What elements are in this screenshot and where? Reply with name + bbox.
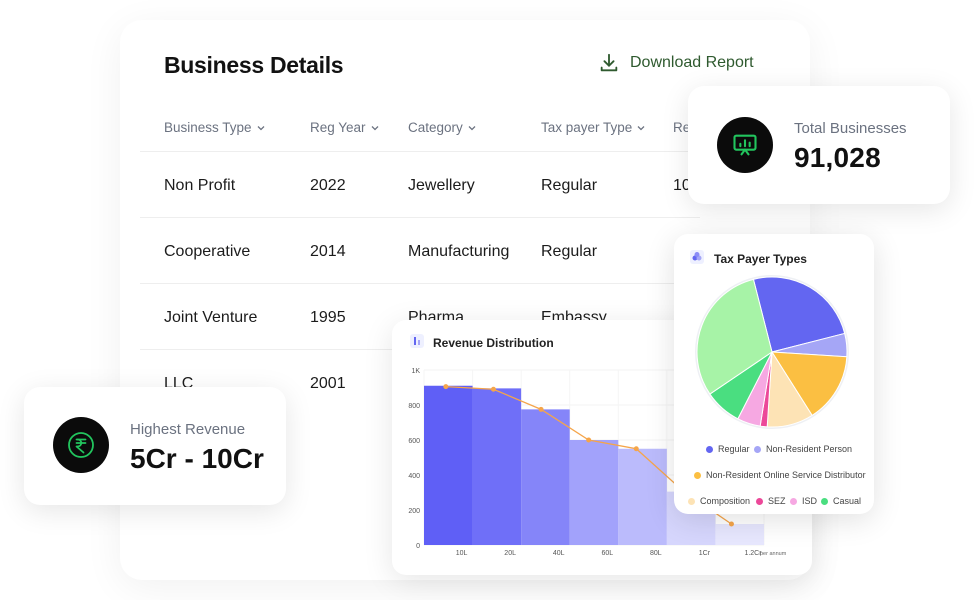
row-divider	[140, 283, 700, 284]
cell-category: Jewellery	[408, 177, 475, 194]
rupee-coin-icon	[53, 417, 109, 473]
bar-chart-icon	[410, 334, 424, 348]
y-tick-label: 0	[416, 543, 420, 550]
pie-slice	[696, 278, 773, 395]
cell-reg-year: 1995	[310, 309, 346, 326]
tax-payer-types-card: Tax Payer Types Regular Non-Resident Per…	[674, 234, 874, 514]
tax-payer-pie	[695, 275, 849, 429]
chevron-down-icon	[371, 125, 379, 130]
revenue-distribution-title: Revenue Distribution	[433, 336, 554, 350]
x-tick-label: 10L	[456, 550, 468, 557]
revenue-bar	[569, 440, 619, 545]
trend-point	[586, 437, 592, 443]
revenue-bar	[618, 448, 667, 545]
cell-reg-year: 2001	[310, 375, 346, 392]
row-divider	[140, 217, 700, 218]
cell-reg-year: 2022	[310, 177, 346, 194]
column-header-tax-payer-type[interactable]: Tax payer Type	[541, 120, 646, 135]
row-divider	[140, 151, 700, 152]
cell-tax-payer-type: Regular	[541, 177, 598, 194]
cell-business-type: Cooperative	[164, 243, 251, 260]
column-header-reg-year[interactable]: Reg Year	[310, 120, 380, 135]
highest-revenue-value: 5Cr - 10Cr	[130, 443, 264, 474]
download-icon	[600, 53, 618, 72]
tax-payer-types-title: Tax Payer Types	[714, 252, 807, 266]
column-header-category[interactable]: Category	[408, 120, 477, 135]
legend-item-non-resident-person: Non-Resident Person	[754, 444, 852, 454]
revenue-bar	[521, 409, 570, 545]
y-tick-label: 1K	[411, 368, 420, 375]
x-tick-label: 20L	[504, 550, 516, 557]
x-tick-label: 60L	[601, 550, 613, 557]
x-unit-label: per annum	[760, 551, 787, 557]
legend-item-composition: Composition	[688, 496, 750, 506]
x-tick-label: 40L	[553, 550, 565, 557]
y-tick-label: 400	[408, 473, 420, 480]
cell-tax-payer-type: Regular	[541, 243, 598, 260]
revenue-bar	[424, 385, 473, 545]
column-header-business-type[interactable]: Business Type	[164, 120, 266, 135]
presentation-chart-icon	[717, 117, 773, 173]
total-businesses-card: Total Businesses 91,028	[688, 86, 950, 204]
pie-slice	[771, 351, 848, 417]
cell-business-type: Joint Venture	[164, 309, 258, 326]
y-tick-label: 800	[408, 403, 420, 410]
column-header-revenue[interactable]: Re	[673, 120, 691, 135]
chevron-down-icon	[468, 125, 476, 130]
y-tick-label: 600	[408, 438, 420, 445]
revenue-bar	[715, 524, 764, 545]
trend-point	[728, 521, 734, 527]
x-tick-label: 1.2Cr	[744, 550, 762, 557]
pie-chart-icon	[690, 250, 704, 264]
chevron-down-icon	[257, 125, 265, 130]
chevron-down-icon	[637, 125, 645, 130]
trend-point	[443, 384, 449, 390]
trend-point	[538, 406, 544, 412]
legend-item-non-resident-online: Non-Resident Online Service Distributor	[694, 470, 866, 480]
highest-revenue-label: Highest Revenue	[130, 421, 246, 438]
total-businesses-label: Total Businesses	[794, 120, 907, 137]
legend-item-isd: ISD	[790, 496, 817, 506]
download-report-button[interactable]: Download Report	[598, 52, 754, 74]
cell-category: Manufacturing	[408, 243, 510, 260]
total-businesses-value: 91,028	[794, 142, 881, 173]
page-title: Business Details	[164, 52, 344, 78]
x-tick-label: 80L	[650, 550, 662, 557]
legend-item-regular: Regular	[706, 444, 750, 454]
download-report-label: Download Report	[630, 54, 754, 71]
cell-revenue: 10	[673, 177, 691, 194]
pie-slice	[752, 276, 846, 353]
highest-revenue-card: Highest Revenue 5Cr - 10Cr	[24, 387, 286, 505]
trend-point	[633, 446, 639, 452]
legend-item-casual: Casual	[821, 496, 861, 506]
cell-reg-year: 2014	[310, 243, 346, 260]
trend-point	[490, 386, 496, 392]
revenue-bar	[472, 388, 522, 545]
x-tick-label: 1Cr	[699, 550, 711, 557]
cell-business-type: Non Profit	[164, 177, 236, 194]
legend-item-sez: SEZ	[756, 496, 786, 506]
y-tick-label: 200	[408, 508, 420, 515]
